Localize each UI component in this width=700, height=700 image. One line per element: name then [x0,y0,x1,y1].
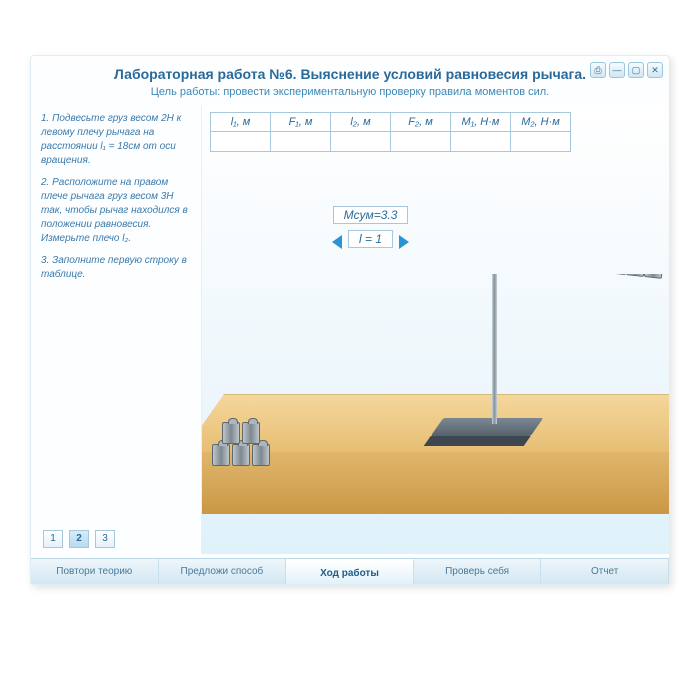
tab-report[interactable]: Отчет [541,559,669,584]
moment-readout: Mсум=3.3 [333,206,409,224]
stand-base [431,418,544,436]
close-icon[interactable]: ✕ [647,62,663,78]
desk-front [202,452,669,514]
cell[interactable] [511,132,571,152]
tab-method[interactable]: Предложи способ [159,559,287,584]
l-value: 1 [375,232,382,246]
minimize-icon[interactable]: — [609,62,625,78]
col-f2: F₂, м [391,113,451,132]
arrow-left-icon[interactable] [332,235,342,249]
length-slider[interactable]: l = 1 [332,230,409,254]
page-subtitle: Цель работы: провести экспериментальную … [45,86,655,98]
print-icon[interactable]: ⎙ [590,62,606,78]
cell[interactable] [451,132,511,152]
main-panel: l₁, м F₁, м l₂, м F₂, м M₁, Н·м M₂, Н·м [201,106,669,554]
body: 1. Подвесьте груз весом 2Н к левому плеч… [31,106,669,554]
instruction-step-2: 2. Расположите на правом плече рычага гр… [41,176,193,246]
col-m2: M₂, Н·м [511,113,571,132]
arrow-right-icon[interactable] [399,235,409,249]
moment-label: Mсум= [344,208,381,222]
page-3-button[interactable]: 3 [95,530,115,548]
col-m1: M₁, Н·м [451,113,511,132]
l-label: l = [359,232,372,246]
data-table: l₁, м F₁, м l₂, м F₂, м M₁, Н·м M₂, Н·м [210,112,571,152]
page-title: Лабораторная работа №6. Выяснение услови… [45,66,655,82]
header: Лабораторная работа №6. Выяснение услови… [31,56,669,106]
page-buttons: 1 2 3 [43,530,115,548]
length-readout: l = 1 [348,230,393,248]
readouts: Mсум=3.3 l = 1 [332,206,409,254]
col-f1: F₁, м [271,113,331,132]
instructions-panel: 1. Подвесьте груз весом 2Н к левому плеч… [31,106,201,554]
maximize-icon[interactable]: ▢ [628,62,644,78]
moment-value: 3.3 [381,208,398,222]
cell[interactable] [211,132,271,152]
desk [202,394,669,554]
tab-theory[interactable]: Повтори теорию [31,559,159,584]
tab-procedure[interactable]: Ход работы [286,559,414,584]
app-window: ⎙ — ▢ ✕ Лабораторная работа №6. Выяснени… [30,55,670,585]
cell[interactable] [271,132,331,152]
tab-check[interactable]: Проверь себя [414,559,542,584]
instruction-step-1: 1. Подвесьте груз весом 2Н к левому плеч… [41,112,193,168]
lever-assembly[interactable] [292,274,669,280]
window-controls: ⎙ — ▢ ✕ [590,62,663,78]
col-l2: l₂, м [331,113,391,132]
page-2-button[interactable]: 2 [69,530,89,548]
stand-rod [492,274,497,424]
cell[interactable] [331,132,391,152]
col-l1: l₁, м [211,113,271,132]
page-1-button[interactable]: 1 [43,530,63,548]
instruction-step-3: 3. Заполните первую строку в таблице. [41,254,193,282]
simulation-scene [202,274,669,554]
cell[interactable] [391,132,451,152]
bottom-tabs: Повтори теорию Предложи способ Ход работ… [31,558,669,584]
